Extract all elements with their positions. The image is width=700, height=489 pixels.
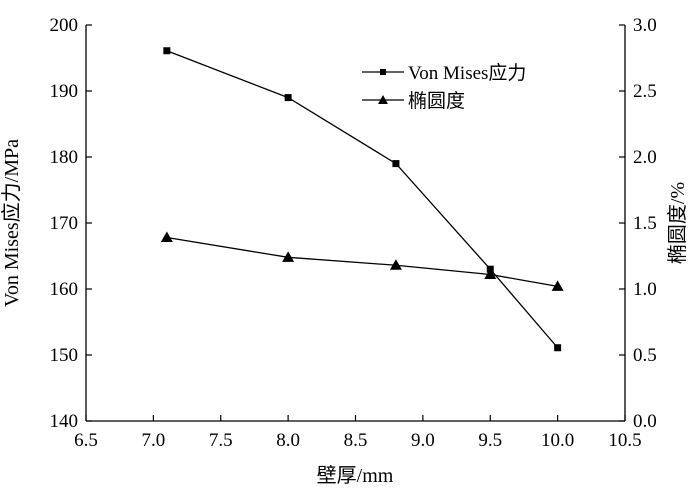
right-y-tick-label: 1.5 (633, 213, 657, 234)
right-y-tick-label: 0.0 (633, 411, 657, 432)
legend-marker-square (380, 69, 386, 75)
legend: Von Mises应力 椭圆度 (362, 62, 526, 112)
left-y-tick-label: 190 (50, 81, 79, 102)
x-tick-label: 7.0 (142, 430, 166, 451)
x-tick-label: 9.5 (478, 430, 502, 451)
series-line-von-mises (166, 50, 559, 349)
right-y-tick-label: 2.5 (633, 81, 657, 102)
left-y-tick-label: 160 (50, 279, 79, 300)
data-point-von-mises (392, 160, 400, 168)
data-point-ovality (389, 259, 402, 270)
right-y-tick-label: 0.5 (633, 345, 657, 366)
left-y-axis-ticks: 140 150 160 170 180 190 200 (50, 15, 92, 432)
left-y-tick-label: 180 (50, 147, 79, 168)
x-tick-label: 10.5 (608, 430, 641, 451)
x-tick-label: 10.0 (541, 430, 574, 451)
left-y-axis-title: Von Mises应力/MPa (0, 139, 23, 307)
left-y-tick-label: 150 (50, 345, 79, 366)
legend-label-von-mises: Von Mises应力 (408, 62, 526, 84)
left-y-tick-label: 140 (50, 411, 79, 432)
legend-marker-triangle (378, 95, 388, 104)
x-tick-label: 6.5 (74, 430, 98, 451)
data-point-von-mises (284, 94, 292, 102)
x-axis-title: 壁厚/mm (317, 464, 394, 487)
legend-item-von-mises: Von Mises应力 (362, 62, 526, 84)
data-point-ovality (551, 280, 564, 291)
legend-label-ovality: 椭圆度 (408, 90, 465, 112)
data-point-ovality (282, 251, 295, 262)
right-y-axis-ticks: 0.0 0.5 1.0 1.5 2.0 2.5 3.0 (619, 15, 657, 432)
right-y-tick-label: 2.0 (633, 147, 657, 168)
right-y-axis-title: 椭圆度/% (666, 182, 689, 264)
data-point-ovality (160, 231, 173, 243)
left-y-tick-label: 170 (50, 213, 79, 234)
series-layer (160, 47, 564, 352)
x-tick-label: 9.0 (411, 430, 435, 451)
data-point-von-mises (163, 47, 171, 55)
legend-item-ovality: 椭圆度 (362, 90, 465, 112)
data-point-von-mises (554, 344, 562, 352)
data-point-ovality (484, 268, 497, 279)
x-tick-label: 7.5 (209, 430, 233, 451)
right-y-tick-label: 3.0 (633, 15, 657, 36)
x-tick-label: 8.5 (344, 430, 368, 451)
left-y-tick-label: 200 (50, 15, 79, 36)
x-tick-label: 8.0 (276, 430, 300, 451)
right-y-tick-label: 1.0 (633, 279, 657, 300)
x-axis-ticks: 6.5 7.0 7.5 8.0 8.5 9.0 9.5 10.0 10.5 (74, 415, 642, 451)
plot-frame (85, 25, 626, 422)
